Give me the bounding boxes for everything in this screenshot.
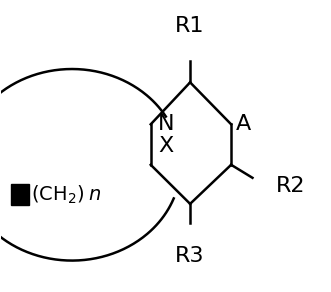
Text: N: N [158, 114, 174, 134]
Text: X: X [158, 136, 173, 156]
Text: R3: R3 [175, 246, 205, 266]
Text: $n$: $n$ [88, 185, 101, 204]
Text: A: A [236, 114, 251, 134]
Text: (CH$_2$): (CH$_2$) [31, 183, 84, 206]
Text: R1: R1 [175, 16, 205, 36]
Text: R2: R2 [275, 176, 305, 197]
Bar [11, 184, 28, 205]
